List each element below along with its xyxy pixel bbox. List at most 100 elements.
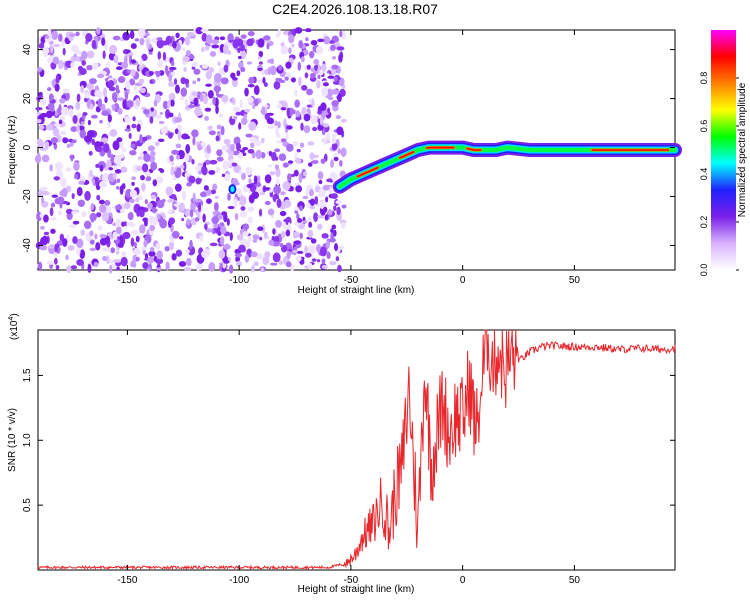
noise-point — [72, 114, 78, 124]
noise-point — [326, 178, 333, 183]
noise-point — [186, 218, 191, 226]
noise-point — [201, 166, 205, 173]
noise-point — [187, 245, 196, 256]
noise-point — [208, 125, 213, 130]
noise-point — [315, 244, 322, 253]
noise-point — [235, 260, 243, 267]
noise-point — [197, 144, 202, 151]
noise-point — [240, 117, 248, 126]
noise-point — [301, 84, 308, 91]
x-tick-label: -150 — [117, 575, 137, 586]
noise-point — [240, 49, 247, 60]
noise-point — [71, 192, 75, 200]
noise-point — [53, 257, 58, 265]
noise-point — [54, 97, 58, 105]
noise-point — [143, 153, 151, 163]
noise-point — [340, 118, 347, 123]
noise-point — [297, 61, 302, 71]
noise-point — [104, 199, 111, 206]
noise-point — [109, 264, 113, 274]
noise-point — [80, 229, 86, 236]
noise-point — [183, 267, 192, 272]
noise-point — [270, 262, 278, 266]
chart-title: C2E4.2026.108.13.18.R07 — [272, 1, 438, 17]
noise-point — [168, 132, 173, 139]
noise-point — [269, 188, 273, 193]
noise-point — [185, 143, 191, 154]
x-tick-label: -100 — [229, 275, 249, 286]
noise-point — [308, 221, 313, 228]
noise-point — [95, 242, 101, 251]
noise-point — [61, 106, 70, 116]
noise-point — [121, 147, 127, 153]
noise-point — [152, 216, 158, 226]
noise-point — [299, 232, 303, 240]
noise-point — [256, 253, 264, 260]
noise-point — [296, 250, 304, 254]
noise-point — [246, 183, 253, 188]
noise-point — [311, 258, 317, 262]
noise-point — [278, 100, 287, 105]
noise-point — [44, 141, 50, 150]
noise-point — [320, 102, 327, 111]
noise-point — [187, 104, 196, 109]
noise-point — [111, 92, 118, 102]
noise-point — [129, 149, 137, 156]
noise-point — [78, 180, 85, 185]
noise-point — [127, 211, 134, 221]
noise-point — [178, 202, 185, 213]
noise-point — [294, 89, 298, 97]
noise-point — [164, 245, 170, 252]
noise-point — [176, 167, 182, 176]
noise-point — [43, 214, 49, 223]
noise-point — [278, 153, 287, 162]
noise-point — [129, 221, 135, 226]
noise-point — [168, 92, 176, 102]
noise-point — [184, 171, 191, 177]
noise-point — [99, 119, 103, 124]
noise-point — [280, 107, 287, 111]
noise-point — [331, 142, 338, 151]
noise-point — [41, 154, 50, 163]
noise-point — [341, 84, 346, 89]
noise-point — [327, 209, 333, 216]
noise-point — [153, 99, 158, 107]
noise-point — [266, 43, 270, 50]
noise-point — [165, 35, 173, 46]
noise-point — [316, 80, 321, 89]
noise-point — [291, 43, 295, 48]
noise-point — [47, 245, 55, 249]
noise-point — [257, 226, 264, 232]
noise-point — [232, 77, 238, 81]
noise-point — [50, 202, 56, 208]
noise-point — [92, 62, 99, 70]
noise-point — [209, 50, 217, 57]
noise-point — [65, 208, 73, 214]
noise-point — [331, 224, 337, 230]
noise-point — [206, 198, 212, 204]
noise-point — [223, 260, 230, 264]
noise-point — [170, 60, 175, 67]
noise-point — [286, 143, 294, 152]
noise-point — [261, 137, 265, 144]
noise-point — [215, 135, 220, 142]
noise-point — [298, 173, 303, 184]
noise-point — [114, 169, 122, 174]
noise-point — [267, 66, 271, 76]
noise-point — [294, 27, 303, 34]
noise-point — [204, 223, 208, 231]
noise-point — [209, 242, 218, 247]
noise-point — [214, 195, 219, 200]
noise-point — [120, 256, 128, 267]
noise-point — [71, 210, 78, 215]
noise-point — [126, 100, 134, 108]
noise-point — [336, 206, 341, 216]
noise-point — [221, 95, 229, 103]
noise-point — [227, 50, 232, 56]
noise-point — [208, 262, 216, 272]
noise-point — [251, 191, 260, 200]
noise-point — [144, 171, 151, 177]
noise-point — [276, 178, 280, 186]
noise-point — [55, 75, 60, 84]
noise-point — [331, 64, 339, 70]
